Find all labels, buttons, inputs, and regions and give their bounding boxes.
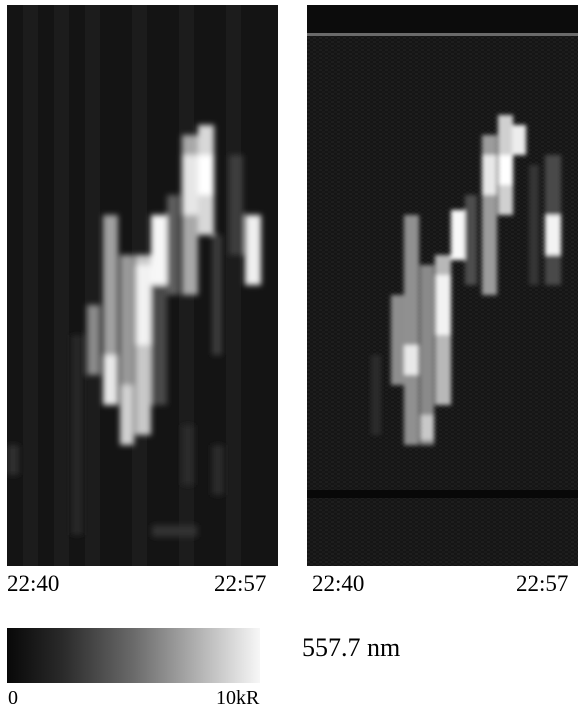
right-panel-start-time: 22:40 (312, 571, 365, 596)
keogram-right-svg (307, 5, 578, 566)
keogram-right-image (307, 5, 578, 566)
wavelength-label: 557.7 nm (302, 633, 401, 662)
right-panel-end-time: 22:57 (516, 571, 569, 596)
left-panel-end-time: 22:57 (214, 571, 267, 596)
colorbar-max-label: 10kR (216, 687, 260, 709)
keogram-left-svg (7, 5, 278, 566)
left-panel-start-time: 22:40 (7, 571, 60, 596)
intensity-colorbar (7, 628, 260, 683)
keogram-left-image (7, 5, 278, 566)
colorbar-min-label: 0 (8, 687, 18, 709)
